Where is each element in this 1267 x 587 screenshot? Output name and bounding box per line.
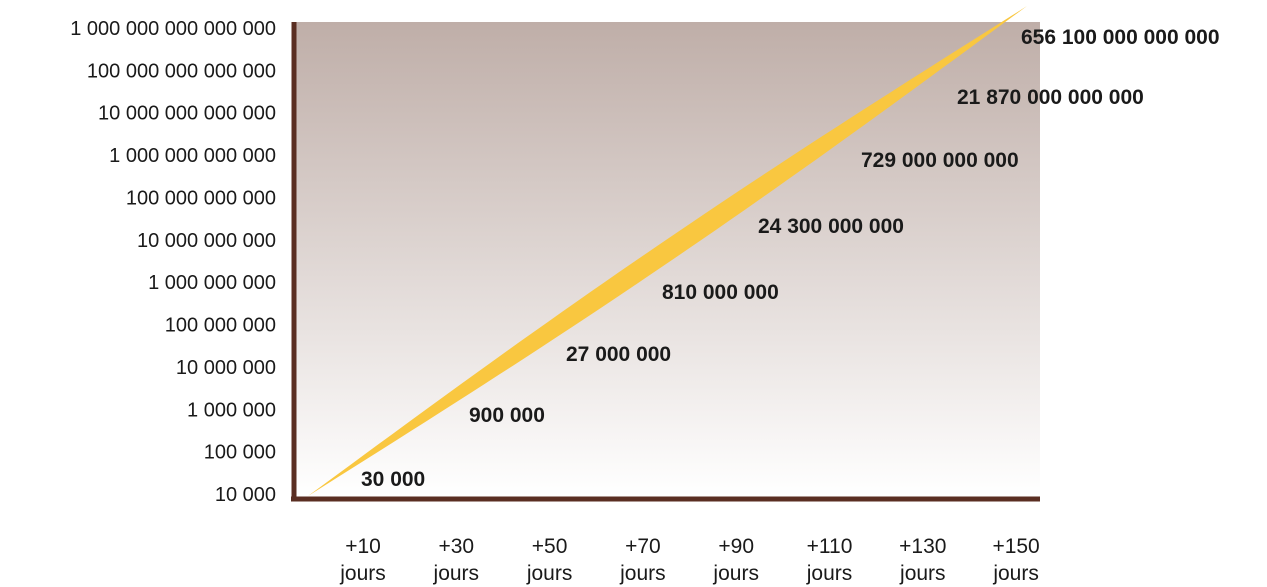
y-tick-label: 1 000 000 000 000 <box>109 145 276 167</box>
x-tick-label-unit: jours <box>526 562 573 585</box>
y-tick-label: 1 000 000 000 <box>148 272 276 294</box>
data-label: 900 000 <box>469 404 545 427</box>
data-label: 30 000 <box>361 468 425 491</box>
x-tick-label-unit: jours <box>899 562 946 585</box>
x-tick-label: +130 <box>899 535 946 558</box>
y-tick-label: 1 000 000 <box>187 399 276 421</box>
y-tick-label: 100 000 <box>204 442 276 464</box>
x-tick-label: +110 <box>807 535 853 558</box>
x-tick-label-unit: jours <box>806 562 853 585</box>
y-tick-label: 10 000 000 000 000 <box>98 103 276 125</box>
y-tick-label: 10 000 000 000 <box>137 230 276 252</box>
x-tick-label-unit: jours <box>992 562 1039 585</box>
data-label: 810 000 000 <box>662 281 779 304</box>
y-tick-label: 100 000 000 000 000 <box>87 60 276 82</box>
x-tick-label: +10 <box>345 535 381 558</box>
data-label: 27 000 000 <box>566 343 671 366</box>
x-tick-label-unit: jours <box>619 562 666 585</box>
data-label: 21 870 000 000 000 <box>957 86 1144 109</box>
data-label: 24 300 000 000 <box>758 215 904 238</box>
x-tick-label-unit: jours <box>433 562 480 585</box>
x-tick-label-unit: jours <box>339 562 386 585</box>
x-tick-label: +150 <box>992 535 1039 558</box>
y-tick-label: 10 000 <box>215 484 276 506</box>
y-tick-label: 100 000 000 <box>165 315 276 337</box>
data-label: 729 000 000 000 <box>861 149 1019 172</box>
y-tick-label: 1 000 000 000 000 000 <box>70 18 276 40</box>
y-tick-label: 10 000 000 <box>176 357 276 379</box>
growth-series-band <box>308 6 1027 496</box>
y-tick-label: 100 000 000 000 <box>126 187 276 209</box>
x-tick-label: +50 <box>532 535 568 558</box>
data-label: 656 100 000 000 000 <box>1021 26 1220 49</box>
x-tick-label-unit: jours <box>712 562 759 585</box>
x-tick-label: +30 <box>438 535 474 558</box>
x-tick-label: +90 <box>718 535 754 558</box>
x-tick-label: +70 <box>625 535 661 558</box>
